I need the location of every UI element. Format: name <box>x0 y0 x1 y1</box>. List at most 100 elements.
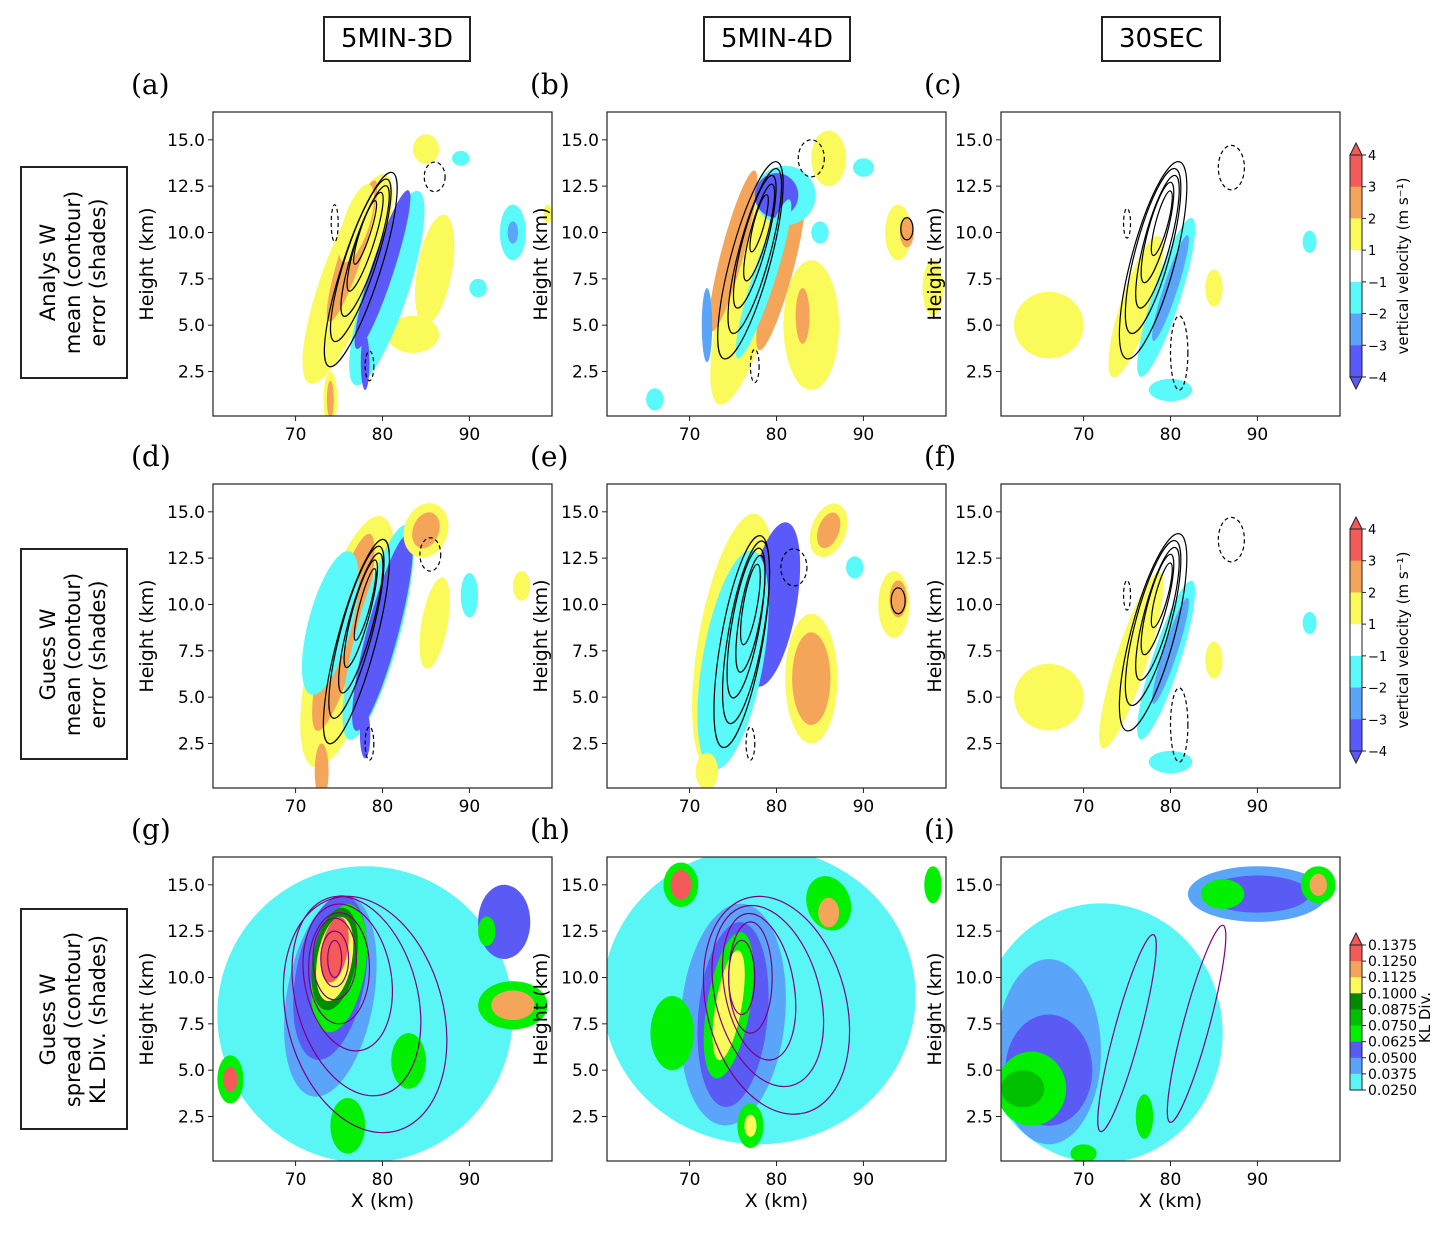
colorbar-tick-label: 0.0750 <box>1368 1019 1417 1035</box>
y-tick-label: 2.5 <box>572 735 599 755</box>
y-tick-label: 10.0 <box>167 968 205 988</box>
y-tick-label: 5.0 <box>966 688 993 708</box>
colorbar-tick-label: 1 <box>1368 244 1376 259</box>
panel-label: (h) <box>530 813 570 846</box>
shade-region <box>1205 269 1223 307</box>
shade-region <box>424 223 445 279</box>
panel-label: (c) <box>924 68 962 101</box>
shade-region <box>712 950 745 1061</box>
contour-line <box>328 545 385 719</box>
y-tick-label: 12.5 <box>167 177 205 197</box>
colorbar-tick-label: 0.0500 <box>1368 1051 1417 1067</box>
contour-line <box>1140 181 1175 284</box>
shade-region <box>352 533 413 731</box>
colorbar-label: KL Div. <box>1416 992 1434 1043</box>
panel-plot: 70 80 90 2.5 5.0 7.5 10.0 12.5 15.0 Height (km) <box>136 111 553 445</box>
panel-plot: 70 80 90 2.5 5.0 7.5 10.0 12.5 15.0 Height (km) <box>530 483 947 817</box>
colorbar-tick-label: 0.0375 <box>1368 1067 1417 1083</box>
contour-line <box>1217 144 1245 191</box>
y-axis-label: Height (km) <box>136 952 158 1065</box>
y-tick-label: 2.5 <box>966 363 993 383</box>
shade-region <box>426 595 443 651</box>
x-axis-label: X (km) <box>745 1190 808 1212</box>
shade-region <box>1014 663 1084 731</box>
contour-line <box>702 895 851 1115</box>
y-tick-label: 12.5 <box>561 549 599 569</box>
contour-line <box>1169 687 1189 763</box>
y-tick-label: 12.5 <box>955 549 993 569</box>
contour-line <box>900 217 914 241</box>
contour-line <box>713 535 771 749</box>
shade-region <box>756 188 806 351</box>
contour-line <box>749 348 760 384</box>
x-tick-label: 90 <box>459 1170 481 1190</box>
colorbar-tick-label: 3 <box>1368 555 1376 570</box>
y-axis-label: Height (km) <box>924 207 946 320</box>
panel-label: (i) <box>924 813 955 846</box>
y-tick-label: 7.5 <box>572 270 599 290</box>
colorbar-tick-label: −1 <box>1368 276 1387 291</box>
contour-line <box>423 161 446 193</box>
contour-line <box>340 185 390 317</box>
colorbar-tick-label: 2 <box>1368 212 1376 227</box>
shade-region <box>795 288 810 344</box>
y-tick-label: 15.0 <box>955 503 993 523</box>
colorbar-tick-label: 2 <box>1368 586 1376 601</box>
contour-line <box>1118 533 1188 732</box>
x-tick-label: 80 <box>1160 425 1182 445</box>
shade-region <box>1148 378 1193 402</box>
contour-line <box>743 183 776 282</box>
y-tick-label: 5.0 <box>572 688 599 708</box>
x-tick-label: 70 <box>285 797 307 817</box>
x-tick-label: 90 <box>459 797 481 817</box>
panel-label: (a) <box>131 68 170 101</box>
contour-line <box>346 191 384 292</box>
shade-region <box>314 743 329 788</box>
shade-region <box>1108 235 1164 378</box>
contour-line <box>1169 315 1189 391</box>
shade-region <box>792 632 831 725</box>
y-tick-label: 5.0 <box>966 1061 993 1081</box>
y-tick-label: 7.5 <box>966 1015 993 1035</box>
y-tick-label: 15.0 <box>561 503 599 523</box>
shade-region <box>330 1097 366 1154</box>
contour-line <box>364 726 375 761</box>
y-axis-label: Height (km) <box>136 207 158 320</box>
colorbar-tick-label: 0.1375 <box>1368 938 1417 954</box>
shade-region <box>320 916 349 983</box>
shade-region <box>354 190 411 349</box>
contour-line <box>353 568 377 641</box>
contour-line <box>726 547 766 699</box>
y-tick-label: 2.5 <box>178 1108 205 1128</box>
y-tick-label: 5.0 <box>572 1061 599 1081</box>
y-tick-label: 12.5 <box>167 549 205 569</box>
y-axis-label: Height (km) <box>530 579 552 692</box>
contour-line <box>745 726 756 761</box>
panel-plot: 70 80 90 2.5 5.0 7.5 10.0 12.5 15.0 Height (km) X … <box>924 856 1341 1212</box>
y-tick-label: 7.5 <box>966 642 993 662</box>
y-tick-label: 10.0 <box>955 968 993 988</box>
x-tick-label: 90 <box>1247 425 1269 445</box>
contour-line <box>291 895 422 1097</box>
contour-line <box>329 178 392 343</box>
contour-line <box>1124 167 1182 335</box>
row-label-line: Analys W <box>36 223 61 322</box>
column-title-5min-4d: 5MIN-4D <box>703 16 852 62</box>
contour-line <box>353 200 378 265</box>
y-tick-label: 2.5 <box>178 363 205 383</box>
panel-label: (b) <box>530 68 570 101</box>
colorbar-tick-label: 4 <box>1368 523 1376 538</box>
x-tick-label: 80 <box>372 797 394 817</box>
y-axis-label: Height (km) <box>924 952 946 1065</box>
y-tick-label: 2.5 <box>966 1108 993 1128</box>
shade-region <box>924 866 942 904</box>
shade-region <box>512 571 531 601</box>
y-tick-label: 15.0 <box>955 131 993 151</box>
y-tick-label: 7.5 <box>178 1015 205 1035</box>
colorbar-tick-label: −2 <box>1368 308 1387 323</box>
contour-line <box>419 537 442 572</box>
shade-region <box>889 580 907 618</box>
x-tick-label: 80 <box>372 425 394 445</box>
